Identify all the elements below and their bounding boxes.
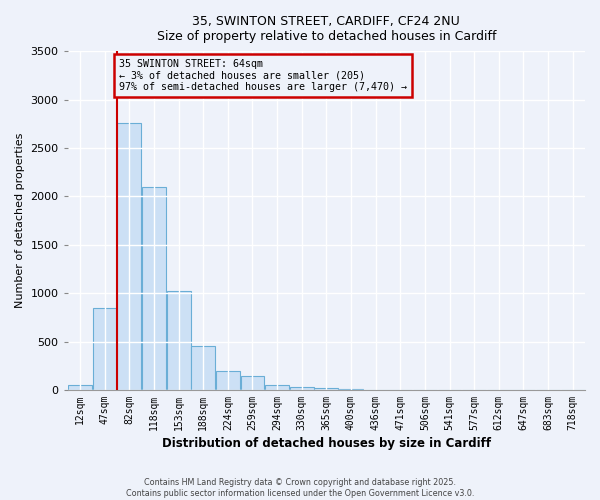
Bar — [191, 346, 215, 390]
Text: Contains HM Land Registry data © Crown copyright and database right 2025.
Contai: Contains HM Land Registry data © Crown c… — [126, 478, 474, 498]
Text: 35 SWINTON STREET: 64sqm
← 3% of detached houses are smaller (205)
97% of semi-d: 35 SWINTON STREET: 64sqm ← 3% of detache… — [119, 59, 407, 92]
X-axis label: Distribution of detached houses by size in Cardiff: Distribution of detached houses by size … — [162, 437, 491, 450]
Bar — [290, 387, 314, 390]
Title: 35, SWINTON STREET, CARDIFF, CF24 2NU
Size of property relative to detached hous: 35, SWINTON STREET, CARDIFF, CF24 2NU Si… — [157, 15, 496, 43]
Y-axis label: Number of detached properties: Number of detached properties — [15, 133, 25, 308]
Bar — [142, 186, 166, 390]
Bar — [216, 370, 240, 390]
Bar — [167, 290, 191, 390]
Bar — [265, 384, 289, 390]
Bar — [118, 123, 141, 390]
Bar — [241, 376, 265, 390]
Bar — [93, 308, 116, 390]
Bar — [68, 384, 92, 390]
Bar — [314, 388, 338, 390]
